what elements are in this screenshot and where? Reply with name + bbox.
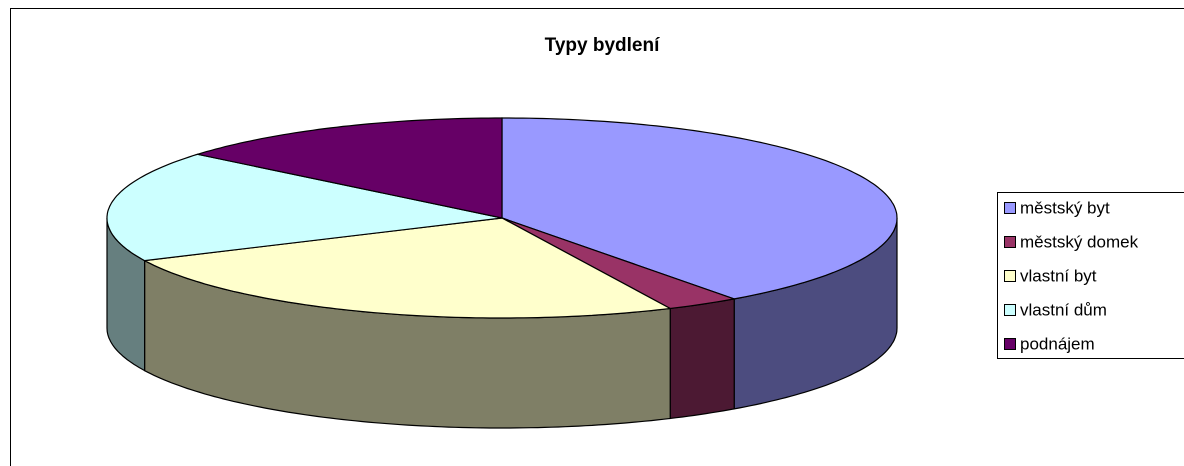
legend-label: vlastní byt (1020, 266, 1097, 285)
slice-side (669, 298, 735, 420)
chart-title: Typy bydlení (545, 35, 660, 56)
slice (501, 117, 898, 300)
legend-swatch (1004, 202, 1016, 214)
slice (106, 153, 503, 262)
slice (142, 217, 673, 319)
legend-swatch (1004, 270, 1016, 282)
legend-box (997, 192, 1184, 359)
slice (195, 117, 503, 219)
legend-label: podnájem (1020, 334, 1095, 353)
legend-swatch (1004, 236, 1016, 248)
legend-label: městský byt (1020, 198, 1110, 217)
slice (501, 217, 737, 310)
legend-swatch (1004, 304, 1016, 316)
legend-swatch (1004, 338, 1016, 350)
legend-label: vlastní dům (1020, 300, 1107, 319)
legend-label: městský domek (1020, 232, 1139, 251)
